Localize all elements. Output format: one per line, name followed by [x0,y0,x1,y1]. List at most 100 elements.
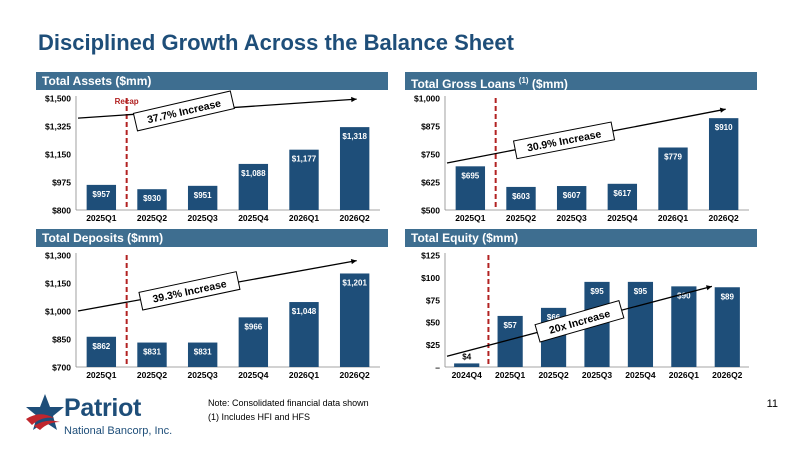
x-tick-label: 2026Q1 [658,213,689,223]
bar [238,163,269,210]
bar-value-label: $951 [194,191,212,200]
bar [137,342,167,367]
bar-value-label: $910 [715,123,733,132]
y-tick-label: $75 [426,295,440,305]
trend-arrow-head [350,258,357,265]
y-tick-label: $25 [426,340,440,350]
equity-chart: –$25$50$75$100$125$42024Q4$572025Q1$6620… [421,251,749,380]
x-tick-label: 2025Q3 [188,213,219,223]
deposits-chart: $700 $850 $1,000 $1,150 $1,300 $862 2025Q1 $831… [45,251,380,380]
bar [238,317,269,367]
x-tick-label: 2025Q1 [455,213,486,223]
bar [86,184,117,210]
y-tick-label: $100 [421,273,440,283]
bar [289,302,319,367]
x-tick-label: 2024Q4 [452,370,483,380]
patriot-logo: Patriot National Bancorp, Inc. [24,392,174,444]
bar-value-label: $1,177 [292,155,317,164]
y-tick-label: $1,150 [45,279,71,289]
bar-value-label: $695 [461,171,479,180]
bar [556,186,587,210]
increase-annotation-box [132,90,235,132]
bar [506,186,536,210]
star-icon [26,394,64,430]
x-tick-label: 2025Q2 [506,213,537,223]
assets-chart: $800 $975 $1,150 $1,325 $1,500 $957 2025Q1 $930… [45,90,380,223]
increase-annotation: 39.3% Increase [138,271,241,311]
y-tick-label: $1,000 [45,307,71,317]
consolidated-note: Note: Consolidated financial data shown [208,398,369,408]
y-tick-label: $700 [52,363,71,373]
bar [607,183,638,210]
y-tick-label: $750 [421,150,440,160]
logo-name: Patriot [64,394,142,422]
bar-value-label: $1,318 [342,132,367,141]
bar-value-label: $66 [547,313,561,322]
y-tick-label: $1,000 [414,94,440,104]
bar [454,363,480,367]
trend-arrow-head [706,285,712,291]
x-tick-label: 2025Q1 [86,213,117,223]
y-tick-label: $125 [421,251,440,261]
bar [289,149,319,210]
x-tick-label: 2025Q3 [582,370,613,380]
x-tick-label: 2025Q4 [238,213,269,223]
page-number: 11 [766,398,778,410]
bar [627,281,654,367]
assets-header: Total Assets ($mm) [36,72,388,90]
increase-annotation-box [534,300,625,343]
y-tick-label: $1,150 [45,150,71,160]
bar-value-label: $779 [664,153,682,162]
x-tick-label: 2026Q2 [709,213,740,223]
x-tick-label: 2025Q1 [86,370,117,380]
bar [455,166,486,210]
bar [658,147,688,210]
bar-value-label: $831 [194,348,212,357]
x-tick-label: 2025Q2 [137,213,168,223]
trend-arrow-head [719,107,726,113]
y-tick-label: – [435,363,440,373]
bar [714,287,740,367]
x-tick-label: 2026Q2 [340,370,371,380]
bar-value-label: $4 [462,352,471,361]
page-title: Disciplined Growth Across the Balance Sh… [38,30,514,55]
bar-value-label: $957 [92,190,110,199]
bar [671,286,697,367]
x-tick-label: 2025Q4 [238,370,269,380]
increase-annotation: 30.9% Increase [512,121,616,160]
x-tick-label: 2025Q2 [538,370,569,380]
logo-subtitle: National Bancorp, Inc. [64,425,173,437]
footnote: (1) Includes HFI and HFS [208,412,311,422]
x-tick-label: 2026Q1 [669,370,700,380]
bar [708,118,739,210]
bar [137,189,167,210]
y-tick-label: $1,325 [45,122,71,132]
bar-value-label: $831 [143,348,161,357]
x-tick-label: 2025Q2 [137,370,168,380]
bar-value-label: $1,201 [342,278,367,287]
bar [86,336,117,367]
bar [187,342,218,367]
bar-value-label: $90 [677,291,691,300]
loans-header-unit: ($mm) [528,77,568,91]
x-tick-label: 2026Q2 [340,213,371,223]
recap-marker-label: Recap [115,97,139,106]
bar-value-label: $862 [92,342,110,351]
x-tick-label: 2025Q3 [188,370,219,380]
y-tick-label: $850 [52,335,71,345]
x-tick-label: 2026Q1 [289,370,320,380]
bar [187,185,218,210]
bar-value-label: $603 [512,192,530,201]
bar [339,127,370,210]
y-tick-label: $50 [426,318,440,328]
increase-annotation-box [138,271,241,311]
y-tick-label: $875 [421,122,440,132]
bar-value-label: $617 [613,189,631,198]
bar-value-label: $1,088 [241,169,266,178]
x-tick-label: 2025Q4 [607,213,638,223]
increase-annotation: 20x Increase [534,300,625,343]
bar-value-label: $1,048 [292,307,317,316]
equity-header: Total Equity ($mm) [405,229,757,247]
deposits-header: Total Deposits ($mm) [36,229,388,247]
trend-arrow-head [351,96,357,103]
